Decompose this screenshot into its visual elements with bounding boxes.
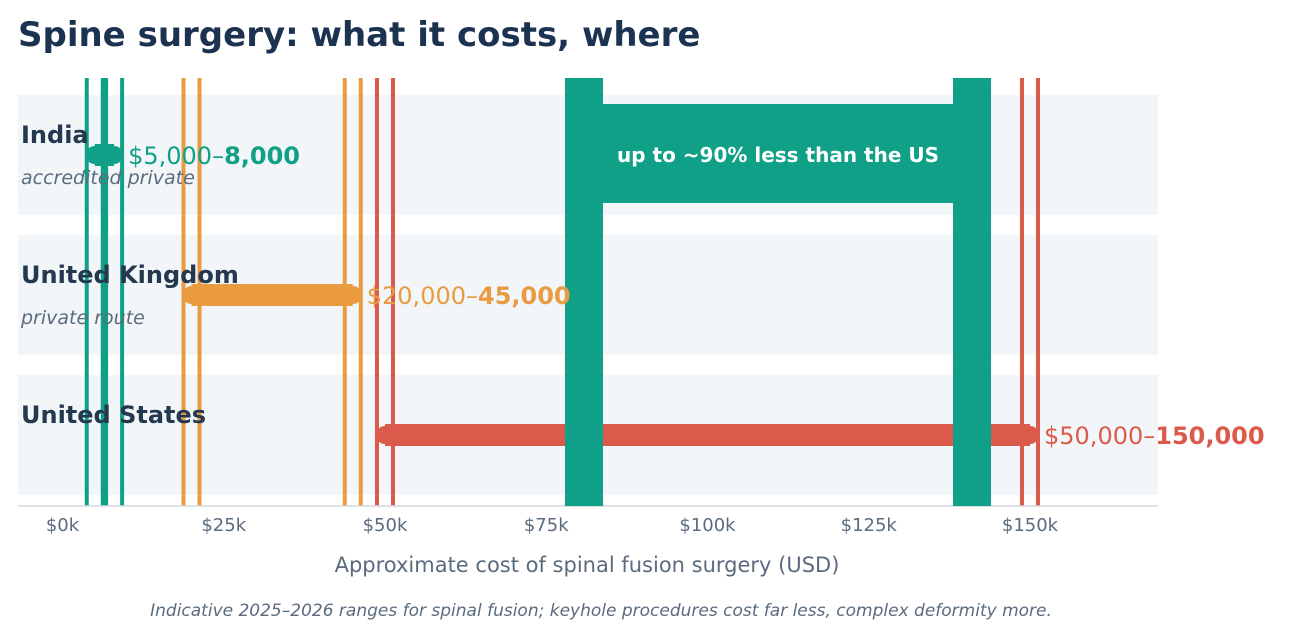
range-value-prefix: $5,000–: [128, 142, 224, 170]
range-value-prefix: $20,000–: [367, 282, 478, 310]
range-value-high: 8,000: [224, 142, 300, 170]
category-label: United Kingdom: [21, 261, 239, 289]
range-start-dot: [182, 286, 201, 304]
category-label: India: [21, 121, 89, 149]
range-value-label: $20,000–45,000: [367, 282, 571, 310]
category-label: United States: [21, 401, 206, 429]
x-tick-label: $125k: [841, 515, 898, 536]
annotation-box: [603, 104, 953, 203]
range-value-high: 45,000: [478, 282, 571, 310]
category-subtitle: private route: [20, 307, 145, 329]
category-subtitle: accredited private: [21, 167, 195, 189]
x-axis-label: Approximate cost of spinal fusion surger…: [335, 553, 840, 577]
range-value-prefix: $50,000–: [1044, 422, 1155, 450]
x-tick-label: $100k: [679, 515, 736, 536]
footnote: Indicative 2025–2026 ranges for spinal f…: [150, 601, 1052, 621]
x-tick-label: $25k: [201, 515, 246, 536]
x-tick-label: $0k: [46, 515, 80, 536]
annotation-pillar: [565, 78, 603, 506]
x-tick-label: $150k: [1002, 515, 1059, 536]
range-value-label: $5,000–8,000: [128, 142, 300, 170]
range-end-dot: [105, 146, 124, 164]
range-value-label: $50,000–150,000: [1044, 422, 1265, 450]
range-value-high: 150,000: [1155, 422, 1264, 450]
x-tick-label: $50k: [363, 515, 408, 536]
range-start-dot: [376, 426, 394, 444]
range-end-dot: [1021, 426, 1039, 444]
x-tick-label: $75k: [524, 515, 569, 536]
range-start-dot: [85, 146, 104, 164]
chart-title: Spine surgery: what it costs, where: [18, 15, 700, 55]
annotation-pillar: [953, 78, 991, 506]
range-end-dot: [343, 286, 362, 304]
annotation-text: up to ~90% less than the US: [617, 143, 939, 167]
